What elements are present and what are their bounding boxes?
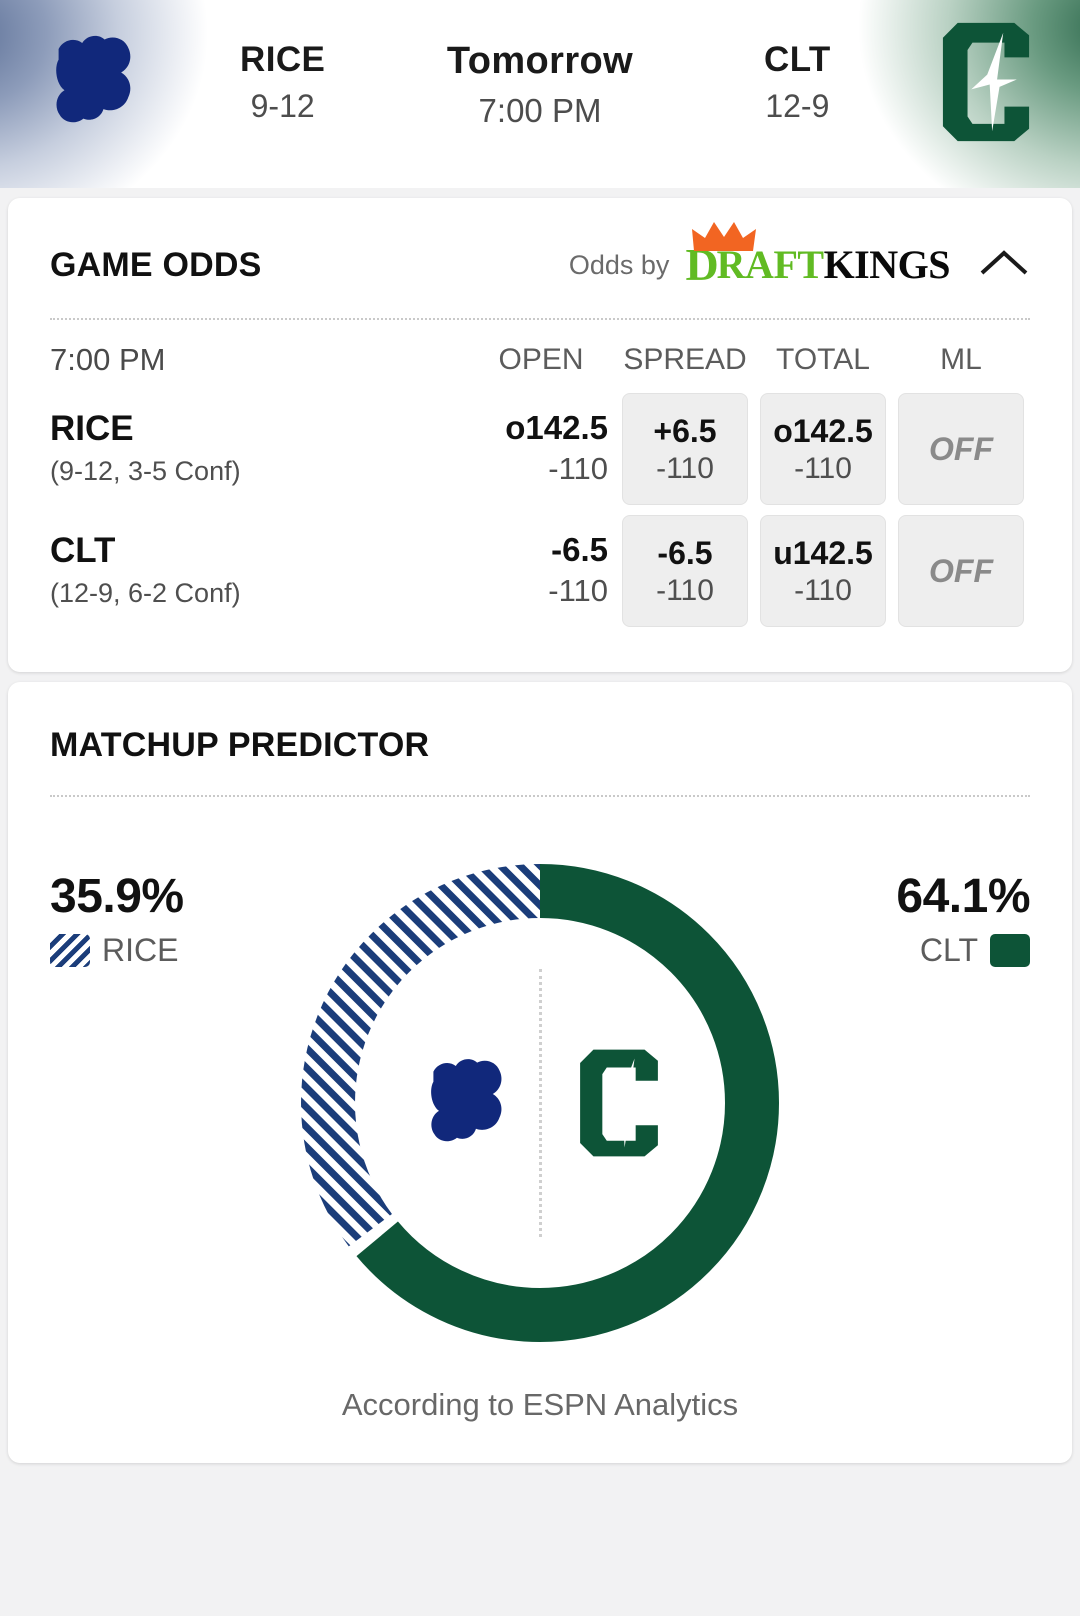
donut-chart-svg [301,864,779,1342]
total-main: u142.5 [773,534,873,571]
donut-center-logos [280,843,800,1363]
left-percentage: 35.9% [50,870,184,923]
draftkings-draft: RAFT [716,242,824,287]
open-cell-home: -6.5 -110 [466,510,616,632]
striped-navy-swatch-icon [50,934,90,967]
home-team-block[interactable]: CLT 12-9 [732,38,862,130]
ml-button-away[interactable]: OFF [898,393,1024,505]
open-sub: -110 [548,572,608,608]
ml-cell-away: OFF [892,388,1030,510]
table-row: RICE (9-12, 3-5 Conf) o142.5 -110 +6.5 -… [50,388,1030,510]
matchup-predictor-title: MATCHUP PREDICTOR [50,726,430,764]
row-team-away[interactable]: RICE (9-12, 3-5 Conf) [50,388,466,510]
matchup-predictor-body: 35.9% RICE [50,843,1031,1363]
row-team-home[interactable]: CLT (12-9, 6-2 Conf) [50,510,466,632]
table-header-row: 7:00 PM OPEN SPREAD TOTAL ML [50,320,1030,388]
game-odds-card: GAME ODDS Odds by D RAFT KINGS [8,198,1072,672]
open-cell-away: o142.5 -110 [466,388,616,510]
col-ml: ML [940,343,982,376]
right-percentage: 64.1% [896,870,1030,923]
row-team-abbr: RICE [50,408,134,448]
row-team-record: (9-12, 3-5 Conf) [50,455,241,486]
total-main: o142.5 [773,412,873,449]
game-odds-header[interactable]: GAME ODDS Odds by D RAFT KINGS [50,222,1030,288]
donut-center-divider [539,969,542,1237]
open-main: o142.5 [505,409,608,447]
ml-main: OFF [929,552,993,589]
game-status-block: Tomorrow 7:00 PM [447,38,633,135]
ml-cell-home: OFF [892,510,1030,632]
right-legend: CLT [840,932,1030,969]
open-sub: -110 [548,450,608,486]
draftkings-kings: KINGS [823,242,951,287]
total-sub: -110 [794,573,852,607]
game-day: Tomorrow [446,40,634,82]
ml-button-home[interactable]: OFF [898,515,1024,627]
home-team-logo[interactable] [922,18,1050,146]
spread-sub: -110 [656,451,714,485]
spread-main: -6.5 [657,534,713,571]
ml-main: OFF [929,430,993,467]
col-spread: SPREAD [623,343,747,376]
matchup-predictor-donut [280,843,800,1363]
away-team-block[interactable]: RICE 9-12 [218,38,348,130]
game-header[interactable]: R RICE 9-12 Tomorrow 7:00 PM CLT 12-9 [0,0,1080,188]
table-row: CLT (12-9, 6-2 Conf) -6.5 -110 -6.5 -110 [50,510,1030,632]
total-button-away[interactable]: o142.5 -110 [760,393,886,505]
charlotte-49ers-logo-icon [580,1049,658,1157]
home-team-abbr: CLT [764,40,831,79]
chevron-up-icon[interactable] [978,247,1030,284]
draftkings-logo[interactable]: D RAFT KINGS [685,222,951,288]
col-time: 7:00 PM [50,342,166,377]
total-button-home[interactable]: u142.5 -110 [760,515,886,627]
open-main: -6.5 [551,531,608,569]
donut-arc-rice [301,864,779,1342]
game-odds-title: GAME ODDS [50,245,262,284]
left-team-label: RICE [102,932,179,968]
total-sub: -110 [794,451,852,485]
game-odds-table: 7:00 PM OPEN SPREAD TOTAL ML RICE (9-12,… [50,320,1030,632]
spread-button-away[interactable]: +6.5 -110 [622,393,748,505]
odds-provider-group[interactable]: Odds by D RAFT KINGS [568,222,1030,288]
predictor-left-side: 35.9% RICE [50,843,240,969]
predictor-right-side: 64.1% CLT [840,843,1030,969]
left-legend: RICE [50,932,240,969]
divider [50,795,1030,797]
spread-cell-away: +6.5 -110 [616,388,754,510]
total-cell-home: u142.5 -110 [754,510,892,632]
rice-owls-logo-icon [431,1059,502,1142]
predictor-footer: According to ESPN Analytics [341,1387,739,1422]
total-cell-away: o142.5 -110 [754,388,892,510]
spread-button-home[interactable]: -6.5 -110 [622,515,748,627]
row-team-abbr: CLT [50,530,116,570]
matchup-predictor-card: MATCHUP PREDICTOR 35.9% RICE [8,682,1072,1463]
rice-owls-logo-icon: R [56,35,131,123]
right-team-label: CLT [919,932,978,968]
spread-cell-home: -6.5 -110 [616,510,754,632]
odds-by-label: Odds by [568,249,670,280]
away-team-logo[interactable]: R [30,18,158,146]
row-team-record: (12-9, 6-2 Conf) [50,577,241,608]
charlotte-49ers-logo-icon [942,22,1030,142]
away-team-abbr: RICE [240,40,326,79]
crown-icon [692,222,757,251]
col-total: TOTAL [776,343,870,376]
away-team-record: 9-12 [250,87,315,124]
solid-green-swatch-icon [990,934,1030,967]
divider [50,318,1030,320]
home-team-record: 12-9 [765,87,830,124]
spread-sub: -110 [656,573,714,607]
game-time: 7:00 PM [478,91,602,129]
spread-main: +6.5 [653,412,717,449]
col-open: OPEN [498,343,584,376]
